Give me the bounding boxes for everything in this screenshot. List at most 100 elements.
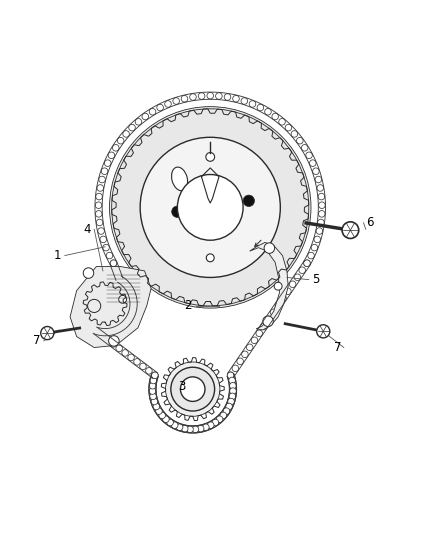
Circle shape [99,176,106,183]
Circle shape [142,113,148,120]
Circle shape [135,118,142,125]
Circle shape [230,388,236,394]
Circle shape [87,285,124,322]
Circle shape [230,388,236,394]
Circle shape [149,108,156,115]
Circle shape [216,416,223,423]
Circle shape [181,425,188,432]
Circle shape [215,93,222,99]
Circle shape [313,168,319,174]
Circle shape [129,124,135,131]
Circle shape [198,425,204,432]
Circle shape [96,219,103,226]
Circle shape [230,383,236,389]
Circle shape [117,138,124,144]
Circle shape [263,316,273,327]
Circle shape [109,336,119,346]
Circle shape [316,228,323,235]
Circle shape [155,408,162,415]
Text: 3: 3 [178,381,185,393]
Circle shape [291,131,298,137]
Circle shape [223,408,230,415]
Circle shape [301,144,308,151]
Circle shape [212,419,219,426]
Circle shape [127,314,133,321]
Circle shape [116,345,123,352]
Circle shape [242,351,248,358]
Circle shape [247,344,253,351]
Circle shape [152,372,158,378]
Circle shape [207,92,213,99]
Circle shape [103,244,110,251]
Circle shape [171,422,178,429]
Circle shape [227,372,234,378]
Circle shape [190,94,196,100]
Circle shape [104,336,110,343]
Circle shape [128,310,135,317]
Circle shape [120,278,126,285]
Circle shape [157,104,163,111]
Circle shape [187,426,193,433]
Circle shape [92,327,99,334]
Circle shape [134,359,140,365]
Text: 1: 1 [53,249,61,262]
Circle shape [177,424,183,431]
Circle shape [149,388,156,394]
Circle shape [128,289,134,295]
Circle shape [224,94,231,100]
Circle shape [149,383,156,389]
Text: 4: 4 [84,223,92,236]
Circle shape [310,160,316,166]
Circle shape [110,260,117,266]
Circle shape [198,425,204,432]
Circle shape [167,419,173,426]
Circle shape [119,295,127,303]
Circle shape [241,98,247,104]
Circle shape [274,282,282,290]
Circle shape [128,354,134,361]
Circle shape [229,377,235,384]
Circle shape [226,403,233,410]
Circle shape [110,328,116,334]
Circle shape [97,185,103,191]
Circle shape [159,412,166,419]
Circle shape [98,332,105,338]
Ellipse shape [172,167,187,191]
Circle shape [285,288,291,295]
Circle shape [264,243,275,253]
Circle shape [96,328,103,335]
Circle shape [110,260,117,266]
Circle shape [342,222,359,238]
Circle shape [151,398,158,405]
Circle shape [181,95,188,102]
Circle shape [152,372,158,378]
Circle shape [95,202,102,208]
Circle shape [243,195,254,206]
Circle shape [192,426,199,433]
Text: 7: 7 [333,341,341,354]
Circle shape [98,228,104,235]
Circle shape [162,416,169,423]
Circle shape [275,302,282,309]
Circle shape [145,368,152,374]
Circle shape [272,113,279,120]
Circle shape [118,324,124,330]
Circle shape [101,329,107,335]
Text: 6: 6 [366,216,374,229]
Circle shape [187,426,193,433]
Circle shape [257,104,264,111]
Circle shape [304,260,310,266]
Circle shape [177,424,183,431]
Circle shape [167,419,173,426]
Circle shape [155,408,162,415]
Circle shape [101,168,108,174]
Circle shape [180,377,205,401]
Circle shape [124,318,131,325]
Circle shape [233,95,239,102]
Circle shape [172,206,183,217]
Circle shape [41,327,54,340]
Circle shape [229,377,235,384]
Circle shape [265,108,271,115]
Circle shape [261,323,267,329]
Circle shape [229,393,236,400]
